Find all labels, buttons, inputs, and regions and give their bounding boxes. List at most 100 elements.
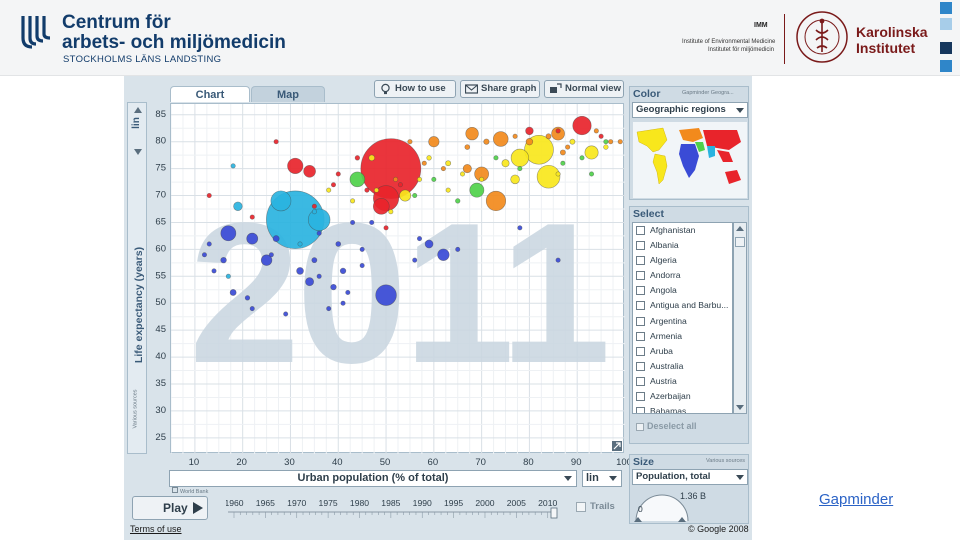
bubble-point[interactable] [330, 283, 337, 291]
bubble-point[interactable] [407, 139, 413, 145]
chart-plot-area[interactable]: 2011 [170, 103, 625, 454]
bubble-point[interactable] [225, 273, 231, 279]
bubble-point[interactable] [424, 239, 434, 249]
tab-map[interactable]: Map [251, 86, 325, 102]
bubble-point[interactable] [335, 241, 342, 247]
country-item[interactable]: Bahamas [633, 404, 732, 413]
bubble-point[interactable] [272, 235, 280, 242]
bubble-point[interactable] [517, 166, 523, 172]
bubble-point[interactable] [388, 209, 394, 215]
bubble-point[interactable] [375, 284, 397, 306]
bubble-point[interactable] [493, 155, 499, 161]
country-checkbox[interactable] [636, 316, 645, 326]
bubble-point[interactable] [555, 171, 561, 177]
country-checkbox[interactable] [636, 226, 645, 235]
bubble-point[interactable] [417, 176, 423, 182]
zoom-corner-icon[interactable] [612, 441, 622, 451]
share-graph-button[interactable]: Share graph [460, 80, 540, 98]
bubble-point[interactable] [485, 190, 507, 211]
bubble-point[interactable] [445, 160, 452, 167]
country-item[interactable]: Aruba [633, 344, 732, 359]
bubble-point[interactable] [350, 219, 356, 225]
trails-toggle[interactable]: Trails [576, 500, 622, 516]
bubble-point[interactable] [326, 187, 332, 193]
country-item[interactable]: Andorra [633, 268, 732, 283]
bubble-point[interactable] [229, 289, 237, 296]
bubble-point[interactable] [545, 133, 552, 140]
bubble-point[interactable] [383, 225, 389, 231]
bubble-point[interactable] [483, 138, 490, 145]
bubble-point[interactable] [249, 214, 255, 220]
bubble-point[interactable] [369, 219, 375, 225]
chevron-up-icon[interactable] [736, 226, 744, 231]
bubble-point[interactable] [297, 241, 303, 247]
bubble-point[interactable] [598, 133, 604, 139]
bubble-point[interactable] [455, 198, 461, 204]
bubble-point[interactable] [593, 128, 599, 134]
tab-chart[interactable]: Chart [170, 86, 250, 102]
bubble-point[interactable] [469, 182, 485, 198]
bubble-point[interactable] [372, 198, 390, 215]
country-item[interactable]: Australia [633, 359, 732, 374]
bubble-point[interactable] [551, 126, 565, 141]
bubble-point[interactable] [431, 176, 437, 182]
bubble-point[interactable] [303, 165, 316, 178]
bubble-point[interactable] [283, 311, 289, 317]
bubble-point[interactable] [579, 155, 585, 161]
bubble-point[interactable] [373, 187, 379, 193]
bubble-point[interactable] [455, 246, 461, 252]
bubble-point[interactable] [340, 300, 346, 306]
country-checkbox[interactable] [636, 392, 645, 402]
bubble-point[interactable] [220, 257, 227, 264]
country-checkbox[interactable] [636, 286, 645, 296]
bubble-point[interactable] [565, 144, 571, 150]
bubble-point[interactable] [311, 203, 317, 209]
bubble-point[interactable] [305, 277, 314, 287]
bubble-point[interactable] [536, 164, 561, 189]
country-checkbox[interactable] [636, 331, 645, 341]
bubble-point[interactable] [428, 136, 440, 148]
bubble-point[interactable] [270, 190, 292, 212]
how-to-use-button[interactable]: How to use [374, 80, 456, 98]
country-checkbox[interactable] [636, 361, 645, 371]
bubble-point[interactable] [512, 133, 518, 139]
size-select[interactable]: Population, total [632, 469, 748, 485]
bubble-point[interactable] [603, 144, 609, 150]
bubble-point[interactable] [260, 254, 273, 266]
bubble-point[interactable] [464, 144, 471, 150]
bubble-point[interactable] [437, 248, 450, 261]
color-select[interactable]: Geographic regions [632, 102, 748, 118]
country-checkbox[interactable] [636, 346, 645, 356]
bubble-point[interactable] [479, 176, 485, 182]
bubble-point[interactable] [316, 230, 322, 236]
bubble-point[interactable] [572, 116, 592, 136]
bubble-point[interactable] [517, 225, 523, 231]
bubble-point[interactable] [359, 246, 365, 252]
bubble-point[interactable] [617, 139, 623, 145]
bubble-point[interactable] [273, 139, 279, 145]
bubble-point[interactable] [211, 268, 217, 274]
bubble-point[interactable] [445, 187, 451, 193]
bubble-point[interactable] [555, 128, 561, 134]
country-item[interactable]: Armenia [633, 329, 732, 344]
bubble-point[interactable] [493, 131, 509, 147]
bubble-point[interactable] [244, 295, 251, 301]
bubble-point[interactable] [584, 145, 599, 160]
country-item[interactable]: Algeria [633, 253, 732, 268]
bubble-point[interactable] [364, 187, 370, 193]
bubble-point[interactable] [220, 225, 237, 242]
bubble-point[interactable] [326, 306, 332, 312]
bubble-point[interactable] [608, 139, 614, 145]
bubble-point[interactable] [559, 149, 566, 156]
bubble-point[interactable] [397, 182, 403, 188]
country-checkbox[interactable] [636, 256, 645, 266]
gapminder-link[interactable]: Gapminder [819, 491, 894, 508]
country-item[interactable]: Albania [633, 238, 732, 253]
bubble-point[interactable] [249, 306, 255, 312]
play-button[interactable]: Play [132, 496, 208, 520]
country-checkbox[interactable] [636, 407, 645, 413]
country-item[interactable]: Afghanistan [633, 223, 732, 238]
bubble-point[interactable] [354, 155, 360, 161]
deselect-all-button[interactable]: Deselect all [636, 421, 697, 431]
bubble-point[interactable] [399, 189, 412, 202]
